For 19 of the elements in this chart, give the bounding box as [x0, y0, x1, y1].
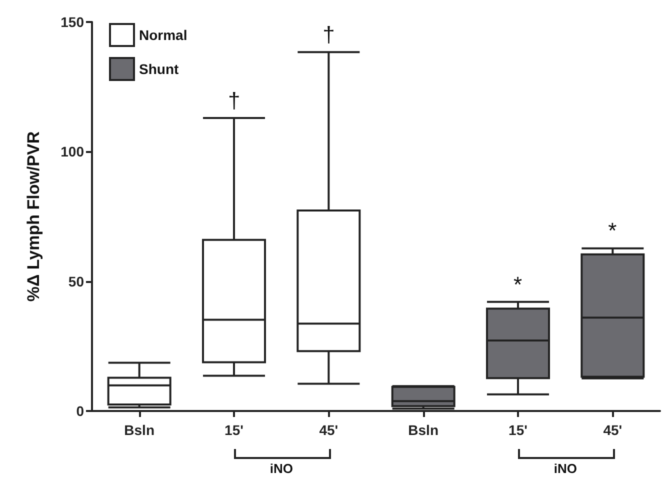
- y-axis-title: %Δ Lymph Flow/PVR: [24, 131, 43, 302]
- legend-label: Shunt: [139, 61, 179, 77]
- x-tick-label: 15': [224, 422, 244, 438]
- legend-label: Normal: [139, 27, 188, 43]
- annotation: †: [228, 88, 240, 114]
- annotation: †: [322, 22, 335, 48]
- y-tick-label: 50: [68, 273, 84, 290]
- x-tick-label: 45': [603, 422, 622, 438]
- x-tick-label: 15': [508, 422, 528, 438]
- x-tick-label: 45': [319, 422, 338, 438]
- annotation: *: [514, 272, 522, 298]
- y-tick-label: 0: [76, 403, 84, 419]
- annotation: *: [608, 218, 617, 244]
- text: iNO: [270, 461, 293, 476]
- x-tick-label: Bsln: [408, 422, 439, 438]
- y-tick-label: 100: [60, 144, 84, 160]
- text: iNO: [554, 461, 577, 476]
- x-tick-label: Bsln: [124, 422, 155, 438]
- y-tick-label: 150: [60, 14, 84, 30]
